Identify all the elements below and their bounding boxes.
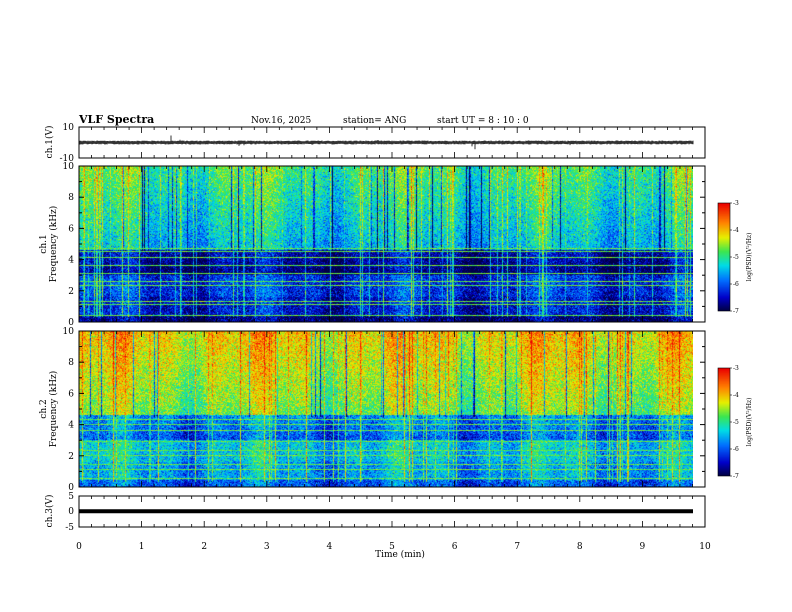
spec-ytick-label: 4 [68, 421, 74, 431]
x-tick-label: 6 [452, 542, 458, 552]
x-tick-label: 10 [699, 542, 711, 552]
colorbar-tick-label: -3 [733, 365, 739, 372]
start-time-label: start UT = 8 : 10 : 0 [437, 116, 529, 126]
x-tick-label: 8 [577, 542, 583, 552]
station-label: station= ANG [343, 116, 406, 126]
ch2-spectrogram-panel: 0 2 4 6 8 10 ch.2 Frequency (kHz) [39, 327, 706, 493]
time-axis-label: Time (min) [375, 549, 425, 560]
spec-ytick-label: 6 [68, 224, 74, 234]
ch2-spec-ylabel-channel: ch.2 [39, 399, 49, 418]
colorbar-tick-label: -7 [733, 473, 739, 480]
x-tick-label: 2 [201, 542, 207, 552]
time-axis-labels: 0 1 2 3 4 5 6 7 8 9 10 [76, 542, 711, 552]
ch1-spectrogram-panel: 0 2 4 6 8 10 ch.1 Frequency (kHz) [39, 162, 706, 328]
ch1-spec-yticks: 0 2 4 6 8 10 [63, 162, 705, 328]
ch1-ylabel: ch.1(V) [44, 126, 55, 159]
spec-ytick-label: 10 [63, 162, 75, 172]
spec-ytick-label: 6 [68, 389, 74, 399]
ch1-ytick-bottom: -10 [60, 154, 75, 164]
ch2-spec-yticks: 0 2 4 6 8 10 [63, 327, 705, 493]
time-axis-ticks [78, 127, 706, 527]
colorbar-tick-label: -5 [733, 254, 739, 261]
spec-ytick-label: 0 [68, 318, 74, 328]
colorbar-gradient [718, 203, 730, 311]
ch2-colorbar: -3 -4 -5 -6 -7 log(PSD)(V²/Hz) [717, 365, 753, 480]
colorbar-gradient [718, 368, 730, 476]
figure-title: VLF Spectra [78, 113, 154, 126]
date-label: Nov.16, 2025 [251, 116, 312, 126]
colorbar-label: log(PSD)(V²/Hz) [746, 233, 753, 282]
ch2-spectrogram-image [79, 331, 693, 487]
ch3-ylabel: ch.3(V) [44, 495, 55, 528]
colorbar-tick-label: -3 [733, 200, 739, 207]
x-tick-label: 1 [139, 542, 145, 552]
ch1-waveform-panel: 10 -10 ch.1(V) [44, 123, 706, 164]
spec-ytick-label: 0 [68, 483, 74, 493]
x-tick-label: 9 [640, 542, 646, 552]
ch3-ytick-mid: 0 [68, 507, 74, 517]
colorbar-tick-label: -4 [733, 392, 739, 399]
ch1-colorbar: -3 -4 -5 -6 -7 log(PSD)(V²/Hz) [717, 200, 753, 315]
colorbar-tick-label: -6 [733, 446, 739, 453]
spec-ytick-label: 10 [63, 327, 75, 337]
x-tick-label: 7 [514, 542, 520, 552]
colorbar-label: log(PSD)(V²/Hz) [746, 398, 753, 447]
ch1-ytick-top: 10 [63, 123, 75, 133]
ch2-spec-ylabel-freq: Frequency (kHz) [48, 371, 59, 448]
spec-ytick-label: 8 [68, 358, 74, 368]
spec-ytick-label: 2 [68, 287, 74, 297]
colorbar-tick-label: -7 [733, 308, 739, 315]
ch1-spec-ylabel-channel: ch.1 [39, 234, 49, 253]
x-tick-label: 4 [327, 542, 333, 552]
ch3-ytick-top: 5 [68, 492, 74, 502]
spec-ytick-label: 8 [68, 193, 74, 203]
x-tick-label: 5 [389, 542, 395, 552]
ch3-waveform-panel: 5 0 -5 ch.3(V) [44, 492, 706, 533]
spec-ytick-label: 4 [68, 256, 74, 266]
ch1-spectrogram-image [79, 166, 693, 322]
colorbar-tick-label: -5 [733, 419, 739, 426]
ch3-ytick-bottom: -5 [65, 523, 74, 533]
x-tick-label: 3 [264, 542, 270, 552]
spec-ytick-label: 2 [68, 452, 74, 462]
colorbar-tick-label: -6 [733, 281, 739, 288]
x-tick-label: 0 [76, 542, 82, 552]
colorbar-tick-label: -4 [733, 227, 739, 234]
ch1-spec-ylabel-freq: Frequency (kHz) [48, 206, 59, 283]
